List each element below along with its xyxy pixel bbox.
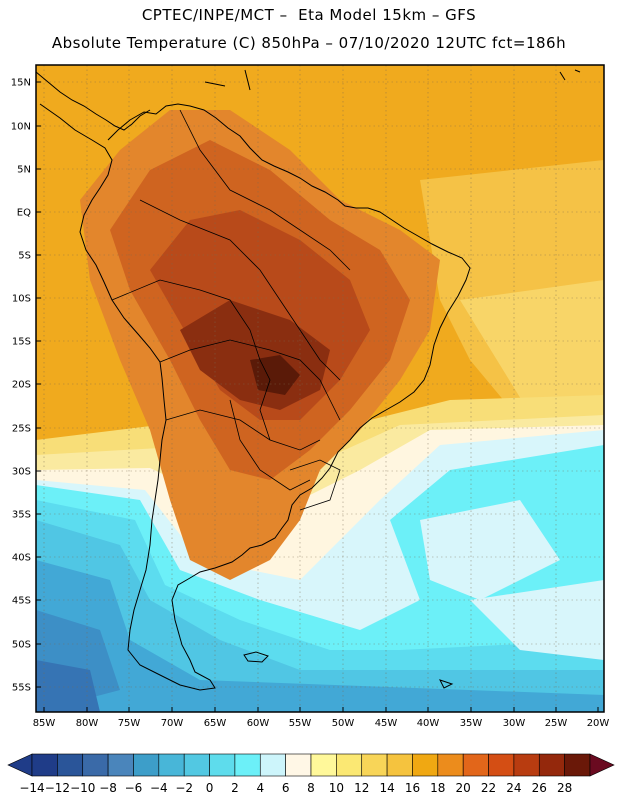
colorbar: −14 −12 −10 −8 −6 −4 −2 0 2 4 6 8 10 12 14 16 18 20 22 24 26… <box>7 753 615 795</box>
coastline-central-america <box>36 71 151 131</box>
lat-label: 55S <box>12 683 31 694</box>
colorbar-swatch <box>361 753 388 777</box>
colorbar-arrow-low <box>7 753 33 777</box>
lon-label: 45W <box>375 718 398 729</box>
lon-label: 70W <box>161 718 184 729</box>
lat-label: 5N <box>17 165 31 176</box>
field-m6 <box>36 660 100 712</box>
lat-label: 15N <box>11 78 31 89</box>
lat-label: 45S <box>12 596 31 607</box>
lon-label: 20W <box>587 718 610 729</box>
colorbar-swatch <box>133 753 160 777</box>
colorbar-label: 26 <box>532 781 547 795</box>
temperature-field <box>36 65 604 712</box>
colorbar-label: 14 <box>379 781 394 795</box>
field-6-patch <box>420 500 560 600</box>
lat-label: 20S <box>12 380 31 391</box>
colorbar-swatch <box>564 753 591 777</box>
lon-label: 75W <box>118 718 141 729</box>
colorbar-swatch <box>107 753 134 777</box>
colorbar-swatch <box>31 753 58 777</box>
lon-label: 80W <box>76 718 99 729</box>
chart-subtitle: Absolute Temperature (C) 850hPa – 07/10/… <box>51 34 567 52</box>
coastline-falklands <box>243 651 454 689</box>
colorbar-label: 6 <box>282 781 290 795</box>
lon-label: 35W <box>460 718 483 729</box>
colorbar-swatch <box>462 753 489 777</box>
coastline-south-america <box>39 103 471 691</box>
field-0 <box>36 520 604 712</box>
field-m2 <box>36 560 604 712</box>
colorbar-label: 22 <box>481 781 496 795</box>
graticule <box>36 65 604 712</box>
lon-label: 65W <box>204 718 227 729</box>
colorbar-swatch <box>82 753 109 777</box>
colorbar-swatch <box>488 753 515 777</box>
colorbar-swatch <box>259 753 286 777</box>
lat-label: 35S <box>12 510 31 521</box>
lat-label: 10N <box>11 122 31 133</box>
lat-label: 30S <box>12 467 31 478</box>
colorbar-label: 12 <box>354 781 369 795</box>
lon-label: 50W <box>332 718 355 729</box>
lat-label: 10S <box>12 294 31 305</box>
colorbar-swatch <box>285 753 312 777</box>
lon-label: 55W <box>289 718 312 729</box>
colorbar-label: −6 <box>125 781 143 795</box>
colorbar-label: 24 <box>506 781 521 795</box>
colorbar-swatch <box>538 753 565 777</box>
colorbar-label: −14 <box>19 781 44 795</box>
lon-label: 25W <box>545 718 568 729</box>
colorbar-swatch <box>234 753 261 777</box>
colorbar-label: 4 <box>256 781 264 795</box>
colorbar-label: 2 <box>231 781 239 795</box>
colorbar-swatch <box>336 753 363 777</box>
colorbar-label: 8 <box>307 781 315 795</box>
lat-label: 15S <box>12 337 31 348</box>
colorbar-swatch <box>437 753 464 777</box>
colorbar-label: 10 <box>329 781 344 795</box>
colorbar-label: −8 <box>99 781 117 795</box>
colorbar-label: 0 <box>206 781 214 795</box>
field-6-patch-2 <box>470 580 604 660</box>
coastline-caribbean-islands <box>204 69 581 91</box>
lon-label: 40W <box>417 718 440 729</box>
colorbar-swatch <box>310 753 337 777</box>
colorbar-label: 20 <box>456 781 471 795</box>
colorbar-swatch <box>209 753 236 777</box>
lat-label: 50S <box>12 640 31 651</box>
colorbar-label: −12 <box>45 781 70 795</box>
lat-label: 25S <box>12 424 31 435</box>
colorbar-swatch <box>183 753 210 777</box>
lat-label: 40S <box>12 553 31 564</box>
colorbar-label: 18 <box>430 781 445 795</box>
lon-label: 60W <box>247 718 270 729</box>
lat-label: EQ <box>17 208 31 219</box>
colorbar-label: −4 <box>150 781 168 795</box>
colorbar-arrow-high <box>589 753 615 777</box>
colorbar-swatch <box>412 753 439 777</box>
colorbar-swatch <box>513 753 540 777</box>
latitude-labels: 15N 10N 5N EQ 5S 10S 15S 20S 25S 30S 35S 40S 45S 50S 5… <box>11 78 41 694</box>
field-14-east <box>460 280 604 430</box>
lon-label: 85W <box>33 718 56 729</box>
country-borders <box>111 109 351 511</box>
colorbar-label: 28 <box>557 781 572 795</box>
lat-label: 5S <box>18 251 31 262</box>
colorbar-swatch <box>57 753 84 777</box>
colorbar-swatch <box>158 753 185 777</box>
longitude-labels: 85W 80W 75W 70W 65W 60W 55W 50W 45W 40W 35W 30W 25W 2… <box>33 707 610 729</box>
map-frame <box>35 64 605 713</box>
chart-title: CPTEC/INPE/MCT – Eta Model 15km – GFS <box>141 6 477 24</box>
lon-label: 30W <box>503 718 526 729</box>
colorbar-label: −10 <box>70 781 95 795</box>
colorbar-swatch <box>386 753 413 777</box>
colorbar-label: −2 <box>175 781 193 795</box>
colorbar-label: 16 <box>405 781 420 795</box>
